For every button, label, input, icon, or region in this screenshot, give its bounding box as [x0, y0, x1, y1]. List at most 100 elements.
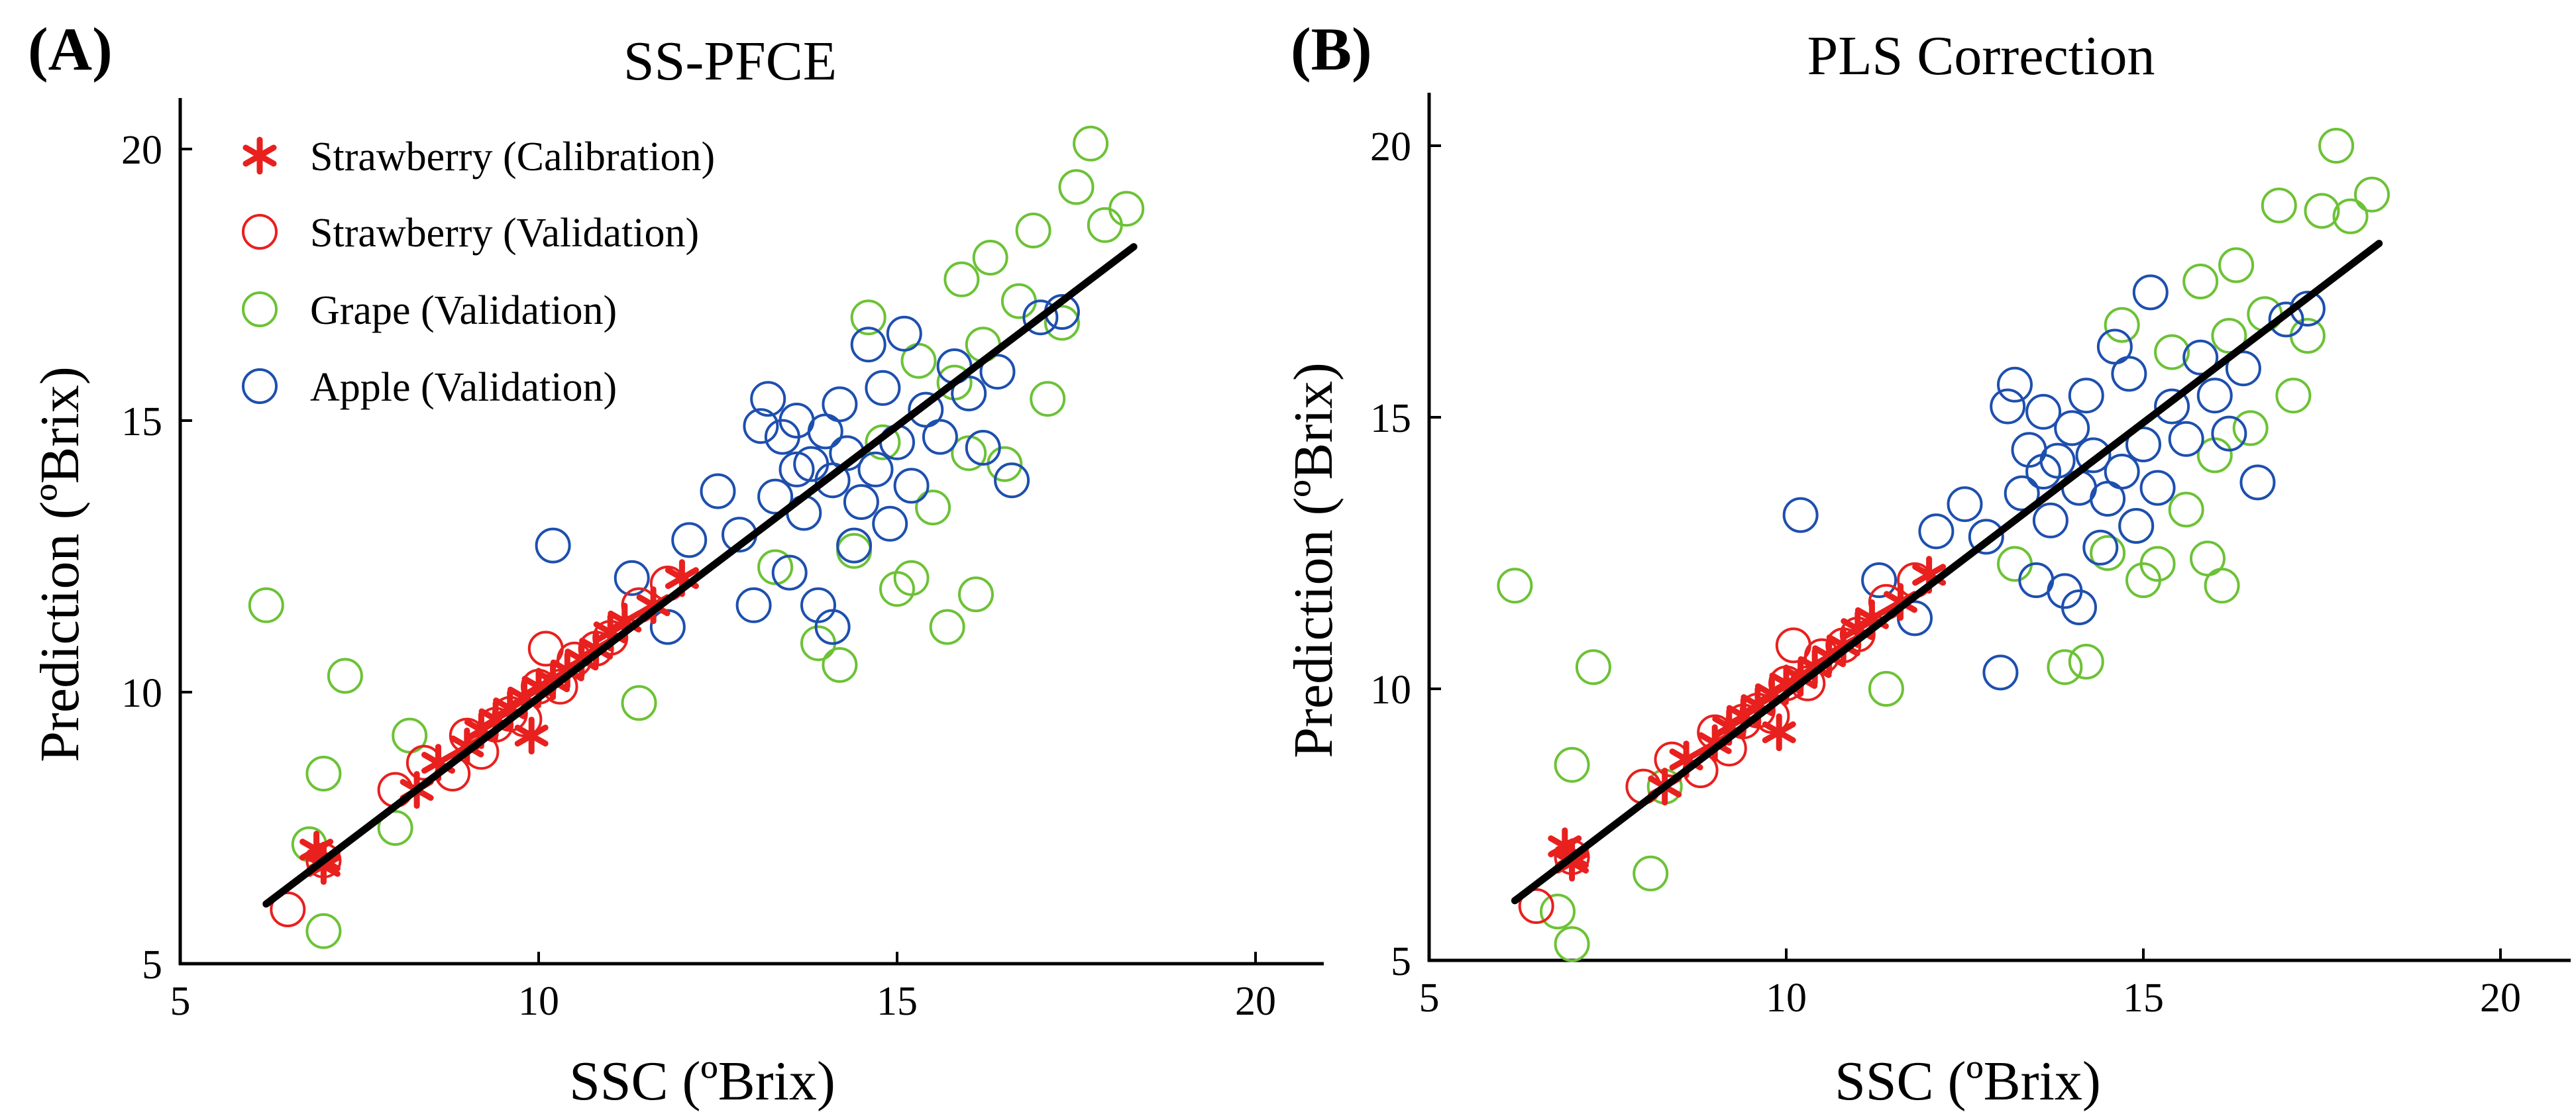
legend-label: Apple (Validation): [310, 365, 617, 410]
data-point-grape-validation: [2196, 437, 2233, 474]
data-point-grape-validation: [377, 810, 413, 846]
data-point-grape-validation: [2182, 264, 2219, 299]
data-point-apple-validation: [836, 527, 873, 564]
data-point-apple-validation: [771, 554, 808, 591]
data-point-apple-validation: [865, 370, 901, 406]
panel-a-ylabel: Prediction (ºBrix): [29, 366, 91, 762]
panel-b: (B) PLS Correction SSC (ºBrix) Predictio…: [1283, 15, 2571, 1112]
data-point-apple-validation: [1990, 388, 2026, 425]
data-point-grape-validation: [2232, 410, 2269, 446]
fit-line: [1511, 240, 2383, 905]
data-point-grape-validation: [2218, 247, 2255, 283]
data-point-grape-validation: [1108, 191, 1145, 227]
data-point-grape-validation: [1497, 568, 1533, 604]
data-point-apple-validation: [2039, 442, 2076, 479]
panel-b-ticks: [1428, 144, 2502, 962]
data-point-apple-validation: [822, 386, 858, 423]
panel-a-ticks: [179, 148, 1257, 965]
data-point-grape-validation: [915, 489, 951, 526]
data-point-apple-validation: [1968, 519, 2004, 555]
panel-b-x-tick-label: 10: [1766, 976, 1807, 1021]
panel-a-x-tick-label: 10: [518, 979, 559, 1024]
data-point-apple-validation: [614, 560, 650, 596]
data-point-apple-validation: [979, 354, 1016, 390]
data-point-grape-validation: [958, 576, 994, 613]
panel-b-tick-labels: 5 10 15 20 5 10 15 20: [1370, 125, 2521, 1021]
data-point-apple-validation: [2061, 589, 2097, 625]
panel-a-x-tick-label: 20: [1235, 979, 1276, 1024]
data-point-grape-validation: [2104, 307, 2140, 343]
data-point-apple-validation: [1782, 497, 1819, 533]
circle-marker-icon: [242, 214, 278, 250]
panel-b-xlabel: SSC (ºBrix): [1835, 1050, 2101, 1112]
legend-label: Grape (Validation): [310, 288, 617, 333]
data-point-apple-validation: [1982, 654, 2019, 691]
data-point-grape-validation: [951, 435, 987, 472]
panel-a-x-tick-label: 5: [170, 979, 191, 1024]
data-point-apple-validation: [671, 522, 708, 558]
data-point-apple-validation: [922, 419, 958, 455]
data-point-apple-validation: [886, 315, 922, 352]
data-point-grape-validation: [621, 685, 657, 721]
data-point-grape-validation: [1540, 893, 1576, 930]
data-point-strawberry-calibration: [1762, 713, 1796, 752]
data-point-apple-validation: [2132, 274, 2169, 311]
data-point-apple-validation: [2139, 470, 2176, 506]
data-point-grape-validation: [879, 571, 915, 607]
panel-b-y-tick-label: 5: [1391, 939, 1411, 984]
panel-b-ylabel: Prediction (ºBrix): [1283, 362, 1344, 758]
data-point-apple-validation: [2054, 410, 2090, 446]
data-point-grape-validation: [2304, 193, 2340, 229]
data-point-grape-validation: [1554, 746, 1590, 783]
data-point-apple-validation: [2154, 388, 2190, 425]
data-point-apple-validation: [1947, 486, 1983, 523]
panel-b-x-tick-label: 5: [1419, 976, 1440, 1021]
data-point-apple-validation: [1918, 513, 1955, 550]
data-point-grape-validation: [305, 913, 342, 949]
legend-item-strawberry-calibration: Strawberry (Calibration): [242, 134, 715, 179]
data-point-grape-validation: [2332, 198, 2369, 234]
data-point-grape-validation: [1554, 926, 1590, 962]
data-point-grape-validation: [1000, 283, 1037, 319]
data-point-apple-validation: [893, 468, 930, 504]
data-point-grape-validation: [929, 609, 965, 645]
data-point-grape-validation: [1997, 546, 2033, 582]
legend-item-grape-validation: Grape (Validation): [242, 288, 617, 333]
data-point-grape-validation: [943, 261, 980, 297]
data-point-grape-validation: [2354, 176, 2390, 213]
data-point-grape-validation: [305, 756, 342, 791]
data-point-grape-validation: [1015, 213, 1051, 248]
data-point-apple-validation: [2118, 508, 2155, 544]
data-point-grape-validation: [1044, 305, 1080, 341]
data-point-apple-validation: [757, 478, 794, 515]
data-point-apple-validation: [2025, 393, 2062, 430]
panel-b-title: PLS Correction: [1807, 25, 2155, 87]
data-point-grape-validation: [1058, 169, 1095, 205]
data-point-apple-validation: [872, 505, 908, 542]
panel-a-letter: (A): [28, 15, 113, 83]
data-point-grape-validation: [248, 587, 284, 623]
data-point-grape-validation: [1633, 855, 1669, 891]
data-point-apple-validation: [778, 451, 815, 487]
legend: Strawberry (Calibration) Strawberry (Val…: [242, 134, 715, 410]
legend-item-strawberry-validation: Strawberry (Validation): [242, 211, 699, 256]
data-point-grape-validation: [1073, 125, 1109, 162]
panel-b-x-tick-label: 20: [2480, 976, 2521, 1021]
panel-b-letter: (B): [1291, 15, 1372, 83]
panel-a-y-tick-label: 10: [121, 671, 162, 716]
data-point-apple-validation: [2225, 350, 2261, 387]
data-point-apple-validation: [735, 587, 772, 623]
panel-b-y-tick-label: 20: [1370, 125, 1411, 170]
data-point-grape-validation: [2275, 378, 2312, 414]
data-point-grape-validation: [2168, 491, 2204, 528]
panel-b-y-tick-label: 15: [1370, 396, 1411, 441]
panel-a-plot-area: [248, 125, 1145, 949]
data-point-strawberry-validation: [270, 891, 306, 927]
data-point-apple-validation: [850, 327, 886, 363]
data-point-grape-validation: [2154, 334, 2190, 370]
data-point-apple-validation: [2111, 356, 2147, 392]
series-grape-validation: [248, 125, 1145, 949]
panel-b-plot-area: [1497, 128, 2390, 962]
data-point-grape-validation: [757, 549, 794, 585]
fit-line: [262, 243, 1138, 908]
